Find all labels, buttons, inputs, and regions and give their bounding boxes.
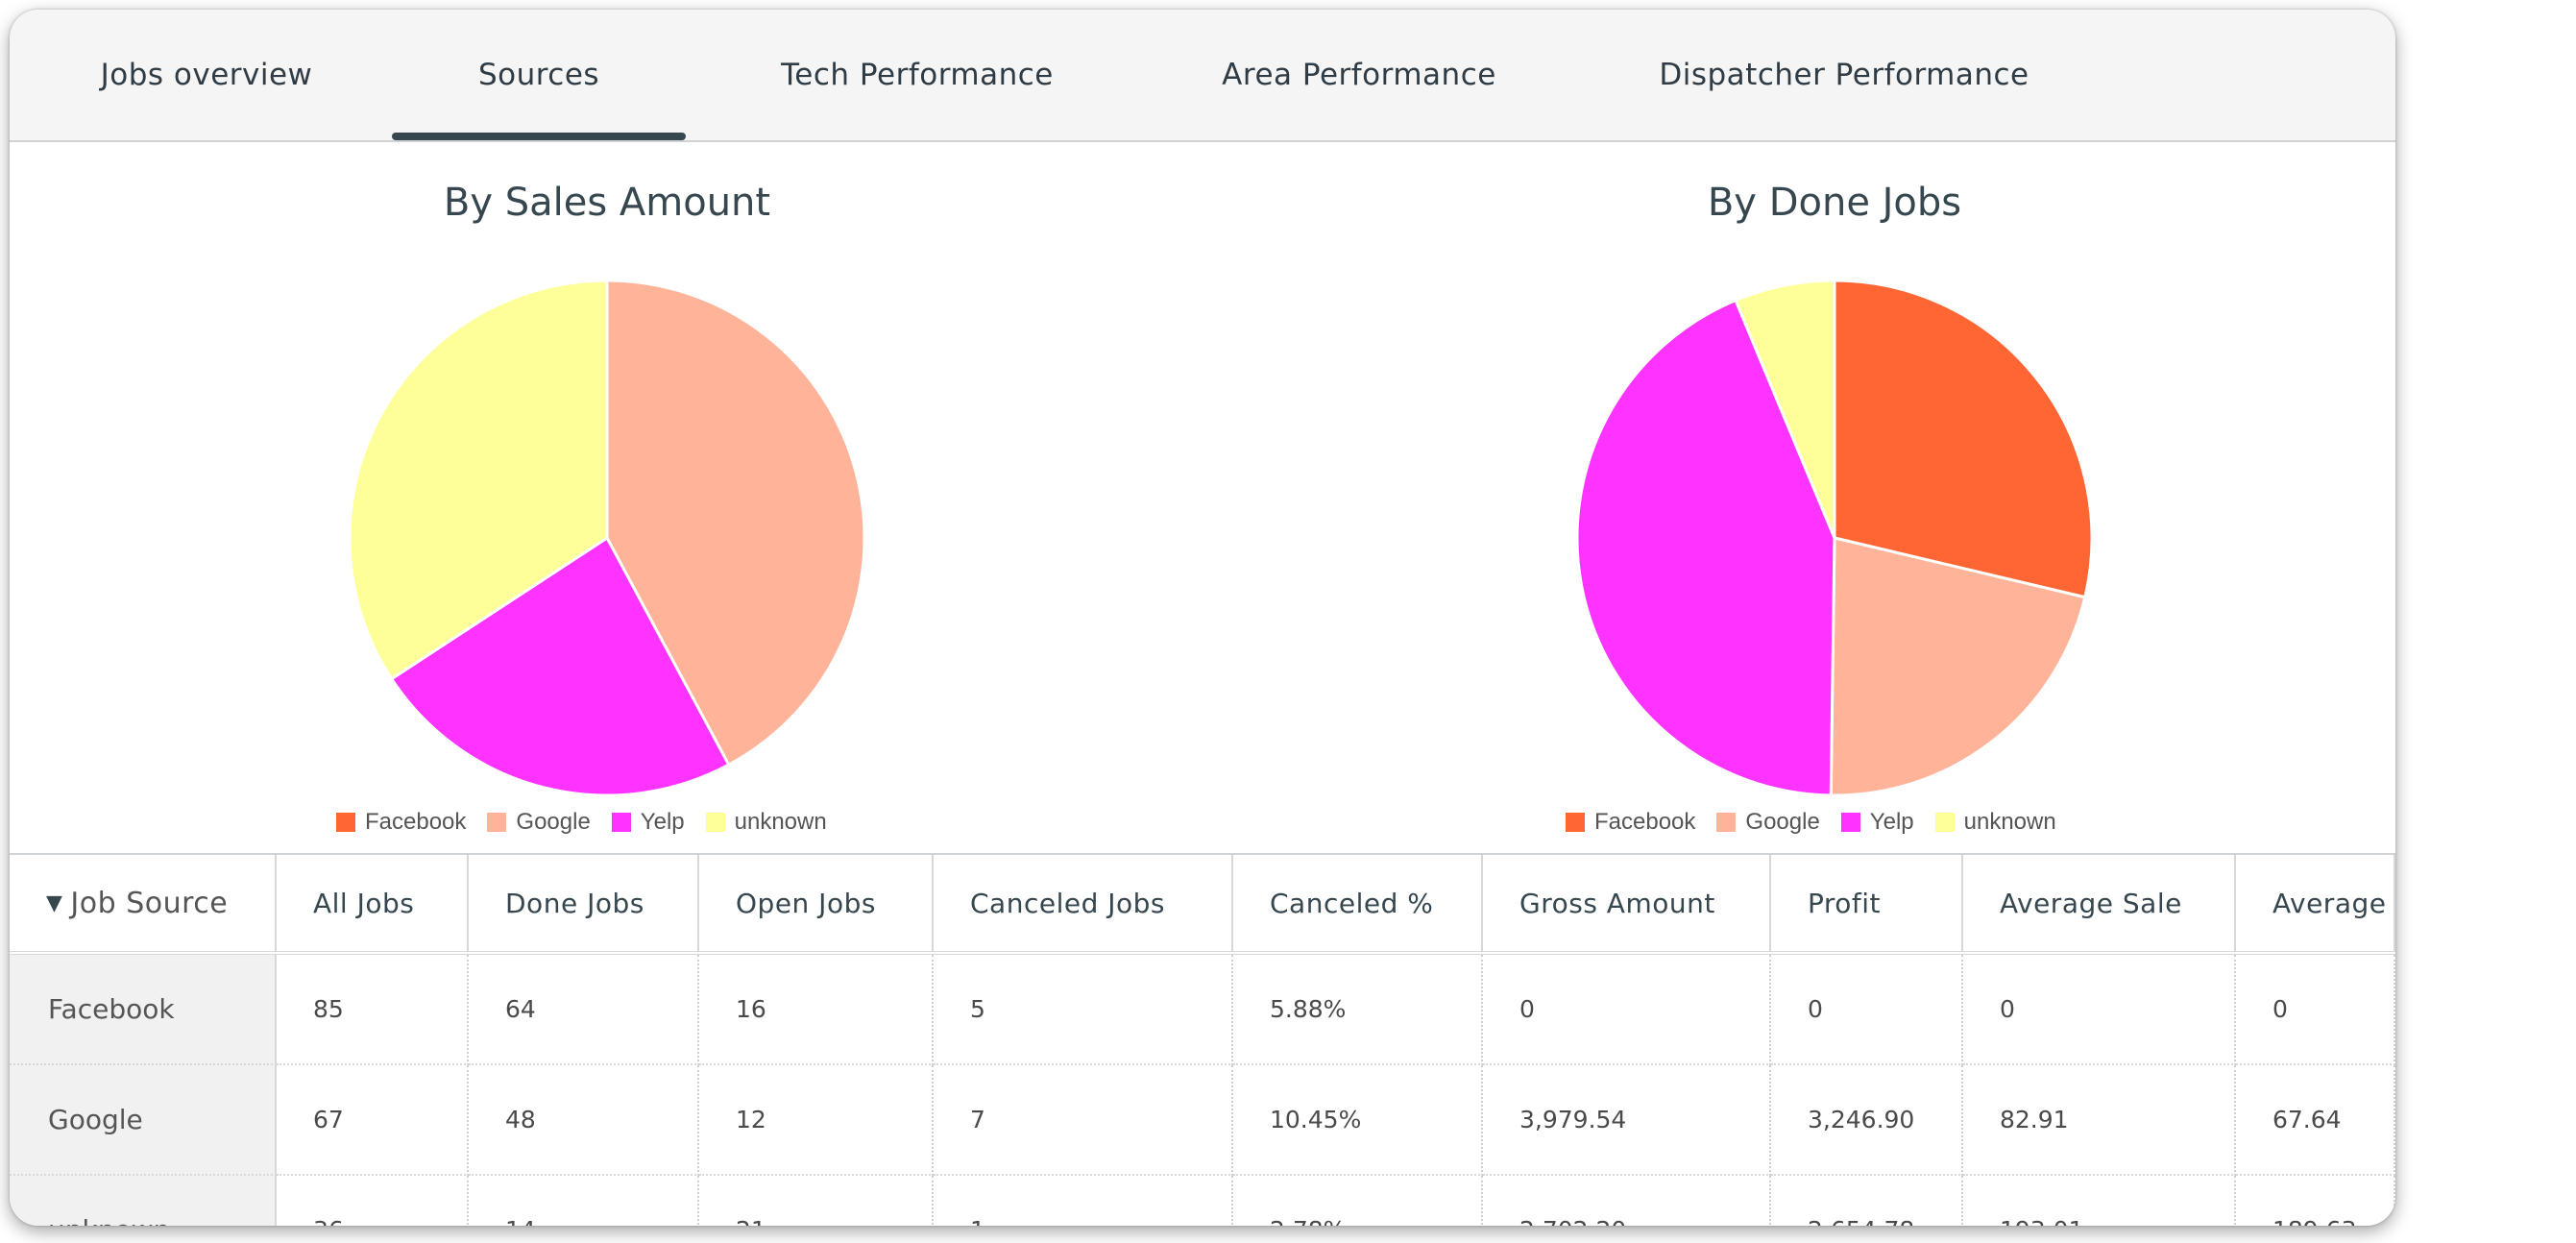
pie-slice-google[interactable] xyxy=(1829,536,2087,797)
column-header-done-jobs[interactable]: Done Jobs xyxy=(469,855,699,951)
table-cell: 0 xyxy=(2236,955,2395,1065)
legend-label: Google xyxy=(1745,809,1820,835)
legend-label: Google xyxy=(516,809,591,835)
chart-title-done-jobs: By Done Jobs xyxy=(1707,181,1962,225)
report-card: Jobs overview Sources Tech Performance A… xyxy=(10,10,2395,1226)
table-cell: 16 xyxy=(699,955,934,1065)
legend-sales: Facebook Google Yelp unknown xyxy=(336,805,827,840)
column-header-job-source[interactable]: ▼ Job Source xyxy=(10,855,277,951)
table-cell: 12 xyxy=(699,1065,934,1176)
pie-slice-unknown[interactable] xyxy=(348,279,609,681)
table-cell: 7 xyxy=(934,1065,1233,1176)
legend-done-jobs: Facebook Google Yelp unknown xyxy=(1566,805,2056,840)
table-cell: 193.01 xyxy=(1963,1176,2236,1226)
table-row[interactable]: Facebook 85 64 16 5 5.88% 0 0 0 0 xyxy=(10,955,2395,1065)
table-cell: 67.64 xyxy=(2236,1065,2395,1176)
legend-item-unknown[interactable]: unknown xyxy=(705,809,827,836)
legend-swatch xyxy=(1840,813,1860,832)
legend-swatch xyxy=(1716,813,1737,832)
tab-area-performance[interactable]: Area Performance xyxy=(1222,58,1496,92)
legend-swatch xyxy=(611,813,631,832)
legend-swatch xyxy=(336,813,355,832)
pie-slice-unknown[interactable] xyxy=(1734,279,1836,539)
legend-item-facebook[interactable]: Facebook xyxy=(1566,809,1695,836)
table-header-row: ▼ Job Source All Jobs Done Jobs Open Jobs Can… xyxy=(10,855,2395,955)
row-label: Facebook xyxy=(10,955,277,1065)
table-cell: 5 xyxy=(934,955,1233,1065)
table-cell: 48 xyxy=(469,1065,699,1176)
pie-slice-yelp[interactable] xyxy=(1575,298,1836,797)
legend-item-unknown[interactable]: unknown xyxy=(1934,809,2056,836)
pie-slice-yelp[interactable] xyxy=(389,535,731,797)
table-cell: 10.45% xyxy=(1233,1065,1483,1176)
column-header-all-jobs[interactable]: All Jobs xyxy=(277,855,469,951)
tab-bar: Jobs overview Sources Tech Performance A… xyxy=(10,10,2395,142)
table-cell: 21 xyxy=(699,1176,934,1226)
legend-swatch xyxy=(1934,813,1955,832)
tab-dispatcher-performance[interactable]: Dispatcher Performance xyxy=(1659,58,2029,92)
column-header-open-jobs[interactable]: Open Jobs xyxy=(699,855,934,951)
column-header-canceled-jobs[interactable]: Canceled Jobs xyxy=(934,855,1233,951)
table-cell: 36 xyxy=(277,1176,469,1226)
table-cell: 189.63 xyxy=(2236,1176,2395,1226)
column-header-canceled-[interactable]: Canceled % xyxy=(1233,855,1483,951)
legend-item-google[interactable]: Google xyxy=(1716,809,1820,836)
table-cell: 1 xyxy=(934,1176,1233,1226)
table-cell: 0 xyxy=(1963,955,2236,1065)
table-cell: 2.78% xyxy=(1233,1176,1483,1226)
legend-label: unknown xyxy=(1963,809,2056,835)
tab-sources[interactable]: Sources xyxy=(392,10,686,140)
table-row[interactable]: Google 67 48 12 7 10.45% 3,979.54 3,246.90 82.91… xyxy=(10,1065,2395,1176)
legend-item-yelp[interactable]: Yelp xyxy=(611,809,685,836)
table-cell: 3,246.90 xyxy=(1771,1065,1963,1176)
table-cell: 64 xyxy=(469,955,699,1065)
table-cell: 5.88% xyxy=(1233,955,1483,1065)
legend-item-facebook[interactable]: Facebook xyxy=(336,809,466,836)
legend-label: unknown xyxy=(734,809,827,835)
column-header-label: Job Source xyxy=(70,886,229,920)
table-cell: 2,654.78 xyxy=(1771,1176,1963,1226)
table-row[interactable]: unknown36142112.78%2,702.202,654.78193.0… xyxy=(10,1176,2395,1226)
pie-chart-sales xyxy=(348,279,866,797)
row-label: unknown xyxy=(10,1176,277,1226)
table-cell: 0 xyxy=(1771,955,1963,1065)
table-cell: 3,979.54 xyxy=(1483,1065,1771,1176)
table-cell: 85 xyxy=(277,955,469,1065)
legend-swatch xyxy=(487,813,507,832)
table-cell: 0 xyxy=(1483,955,1771,1065)
job-sources-table: ▼ Job Source All Jobs Done Jobs Open Jobs Can… xyxy=(10,853,2395,1226)
legend-swatch xyxy=(1566,813,1585,832)
table-cell: 2,702.20 xyxy=(1483,1176,1771,1226)
legend-label: Facebook xyxy=(1594,809,1696,835)
table-cell: 82.91 xyxy=(1963,1065,2236,1176)
column-header-average-sale[interactable]: Average Sale xyxy=(1963,855,2236,951)
table-cell: 67 xyxy=(277,1065,469,1176)
tab-tech-performance[interactable]: Tech Performance xyxy=(781,58,1054,92)
legend-item-yelp[interactable]: Yelp xyxy=(1840,809,1914,836)
sort-desc-icon[interactable]: ▼ xyxy=(46,890,63,915)
legend-swatch xyxy=(705,813,725,832)
pie-chart-done-jobs xyxy=(1575,279,2094,797)
chart-title-sales: By Sales Amount xyxy=(443,181,771,225)
column-header-average-profit[interactable]: Average Profit xyxy=(2236,855,2395,951)
column-header-profit[interactable]: Profit xyxy=(1771,855,1963,951)
row-label: Google xyxy=(10,1065,277,1176)
legend-label: Yelp xyxy=(640,809,685,835)
legend-label: Facebook xyxy=(365,809,467,835)
table-cell: 14 xyxy=(469,1176,699,1226)
column-header-gross-amount[interactable]: Gross Amount xyxy=(1483,855,1771,951)
pie-slice-google[interactable] xyxy=(605,279,866,768)
tab-jobs-overview[interactable]: Jobs overview xyxy=(100,58,313,92)
legend-label: Yelp xyxy=(1869,809,1914,835)
pie-slice-facebook[interactable] xyxy=(1833,279,2094,599)
legend-item-google[interactable]: Google xyxy=(487,809,591,836)
